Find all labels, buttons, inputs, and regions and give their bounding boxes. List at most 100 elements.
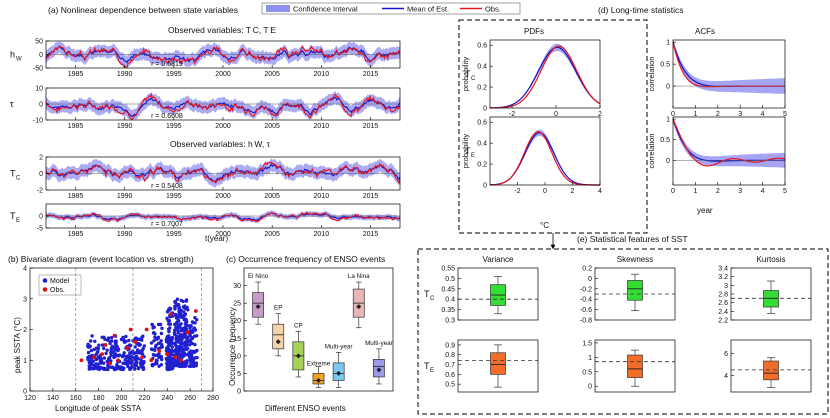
panel-d-pdf-ytick-1-3: 0.6 xyxy=(477,120,487,127)
panel-b-model-point xyxy=(154,343,158,347)
panel-b-xtick-1: 140 xyxy=(47,395,59,402)
panel-b-legend xyxy=(38,274,82,296)
panel-b-model-point xyxy=(97,343,101,347)
panel-e-axes-1 xyxy=(594,267,676,321)
panel-d-pdf-xtick-1-2: 2 xyxy=(571,188,575,195)
panel-b-obs-point-11 xyxy=(173,355,178,360)
panel-c-box-6: Multi-year xyxy=(365,340,393,385)
panel-c-ytick-2: 10 xyxy=(233,353,241,360)
panel-b-model-point xyxy=(160,343,164,347)
panel-b-legend-model: Model xyxy=(50,278,70,285)
panel-b-model-point xyxy=(177,323,181,328)
panel-b-model-point xyxy=(189,349,193,353)
panel-b-obs-point-16 xyxy=(103,342,108,347)
panel-d-pdf-title: PDFs xyxy=(524,27,544,36)
panel-b-legend-model-marker xyxy=(42,278,48,283)
panel-b-obs-point-1 xyxy=(92,355,96,360)
panel-e-row-sub-1: E xyxy=(430,368,434,374)
panel-a-xtick-0-3: 2000 xyxy=(215,71,231,78)
panel-a-xtick-3-5: 2010 xyxy=(314,231,330,238)
panel-b-model-point xyxy=(159,363,163,367)
panel-b-model-point xyxy=(157,352,161,356)
panel-c-mean-5 xyxy=(356,304,362,310)
panel-d-acf-band-1 xyxy=(673,115,785,168)
panel-a-xtick-0-2: 1995 xyxy=(166,71,182,78)
panel-a-xtick-3-2: 1995 xyxy=(166,231,182,238)
panel-d-row-label-1: T xyxy=(465,146,471,156)
panel-b-model-point xyxy=(153,353,158,358)
panel-b-model-point xyxy=(151,326,155,330)
panel-a-ytick-2-0: 2 xyxy=(39,155,43,162)
panel-b-model-point xyxy=(121,335,125,340)
panel-b-xtick-5: 220 xyxy=(139,395,151,402)
panel-b-model-point xyxy=(176,356,181,360)
panel-e-ytick-0-5: 0.3 xyxy=(445,318,455,325)
panel-b-model-point xyxy=(174,313,178,318)
panel-b-model-point xyxy=(188,339,193,343)
panel-a-mean-line-0 xyxy=(45,45,401,64)
panel-b-model-point xyxy=(112,355,116,360)
panel-b-model-point xyxy=(134,350,139,355)
panel-b-model-point xyxy=(134,354,139,358)
panel-a-xtick-1-4: 2005 xyxy=(264,123,280,130)
panel-e-col-title-0: Variance xyxy=(483,255,515,264)
panel-a-xtick-3-0: 1985 xyxy=(68,231,84,238)
panel-d-pdf-xtick-1-1: 0 xyxy=(543,188,547,195)
panel-c-ytick-1: 5 xyxy=(237,371,241,378)
panel-b-model-point xyxy=(183,335,187,339)
panel-e-col-title-2: Kurtosis xyxy=(757,255,786,264)
panel-a-subtitle-1: Observed variables: T C, T E xyxy=(168,25,276,35)
legend-mean-label: Mean of Est. xyxy=(407,5,449,14)
panel-c: (c) Occurrence frequency of ENSO events … xyxy=(226,254,394,413)
panel-b-model-point xyxy=(159,331,164,336)
panel-a: (a) Nonlinear dependence between state v… xyxy=(10,5,401,243)
panel-a-xtick-0-6: 2015 xyxy=(363,71,379,78)
panel-b-model-point xyxy=(109,353,113,357)
panel-b-model-point xyxy=(177,306,181,311)
panel-b-model-point xyxy=(118,366,123,370)
panel-c-box-label-0: El Nino xyxy=(248,273,269,280)
panel-a-xtick-0-0: 1985 xyxy=(68,71,84,78)
panel-a-xtick-1-2: 1995 xyxy=(166,123,182,130)
panel-b-model-point xyxy=(176,328,180,333)
panel-b-model-point xyxy=(172,332,177,336)
panel-b-model-point xyxy=(187,353,191,358)
panel-b-model-point xyxy=(168,357,172,361)
panel-b-model-point xyxy=(110,335,114,340)
panel-b-model-point xyxy=(187,364,192,368)
panel-e-ytick-4-2: 0.5 xyxy=(582,369,592,376)
panel-d-acf-ytick-0-0: 0 xyxy=(666,84,670,91)
panel-b-model-point xyxy=(176,316,180,320)
panel-c-mean-2 xyxy=(295,353,301,359)
panel-d-acf-xtick-0-1: 1 xyxy=(693,111,697,118)
panel-b-model-point xyxy=(179,334,184,338)
panel-d-acf-ytick-1-0: 0 xyxy=(666,158,670,165)
panel-a-row-1: 10 0 -10 1985 1990 1995 2000 2005 2010 2015 r = 0.… xyxy=(10,86,401,130)
panel-b-model-point xyxy=(103,337,107,341)
panel-a-ytick-2-1: 0 xyxy=(39,171,43,178)
panel-d-pdf-ytick-0-2: 0.4 xyxy=(477,64,487,71)
panel-b-model-point xyxy=(89,362,94,366)
panel-a-obs-line-1 xyxy=(45,93,401,120)
panel-b-model-point xyxy=(167,329,171,334)
panel-a-xtick-1-3: 2000 xyxy=(215,123,231,130)
panel-d-pdf-xtick-1-0: -2 xyxy=(514,188,520,195)
panel-d-pdf-ytick-0-3: 0.6 xyxy=(477,43,487,50)
panel-b-model-point xyxy=(188,343,192,347)
panel-e-box-0: 0.55 0.5 0.45 0.4 0.35 0.3 xyxy=(441,266,539,325)
panel-b-model-point xyxy=(182,351,187,356)
panel-b-model-point xyxy=(173,359,177,364)
panel-b-obs-point-9 xyxy=(165,352,170,356)
panel-b-model-point xyxy=(92,366,97,371)
panel-a-obs-line-0 xyxy=(45,44,401,69)
panel-b-model-point xyxy=(166,337,171,341)
panel-a-r-0: r = 0.6819 xyxy=(151,61,183,68)
panel-e-ytick-1-1: 0 xyxy=(588,276,592,283)
panel-a-ylabel-1: τ xyxy=(10,99,14,109)
panel-b-model-point xyxy=(89,339,93,343)
panel-b-model-point xyxy=(193,342,197,347)
panel-b-ytick-3: 3 xyxy=(23,296,27,303)
panel-b-model-point xyxy=(173,341,177,346)
panel-b-model-point xyxy=(165,361,169,366)
